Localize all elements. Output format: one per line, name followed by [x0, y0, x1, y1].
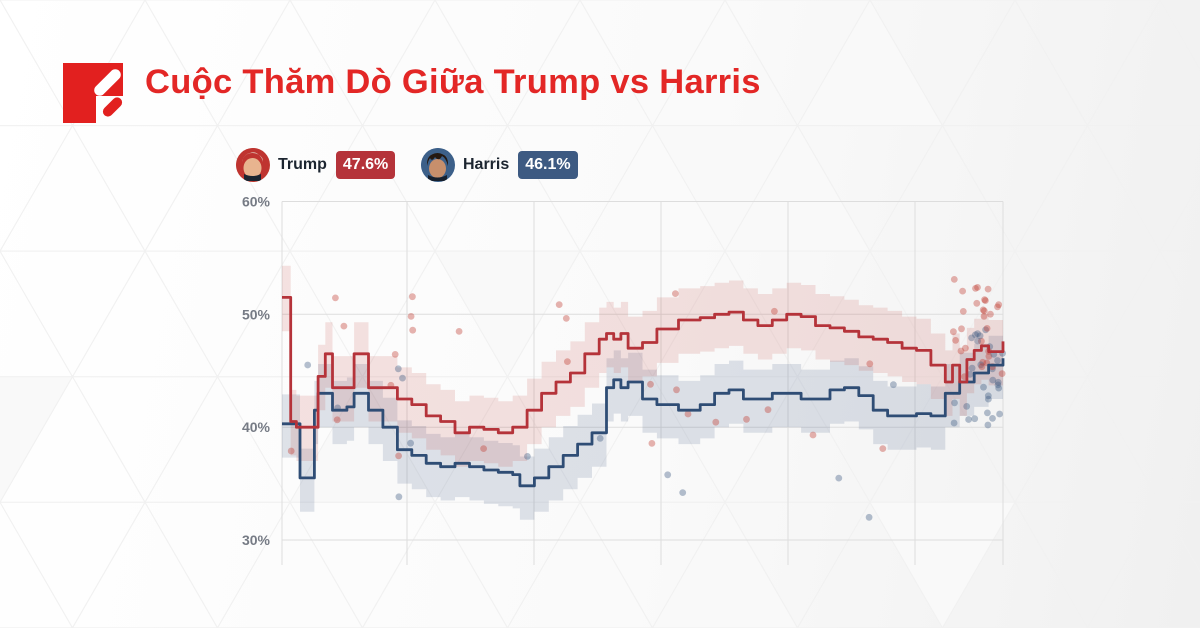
svg-text:40%: 40%	[242, 419, 271, 435]
svg-text:60%: 60%	[242, 194, 271, 210]
svg-text:30%: 30%	[242, 532, 271, 548]
svg-text:50%: 50%	[242, 306, 271, 322]
